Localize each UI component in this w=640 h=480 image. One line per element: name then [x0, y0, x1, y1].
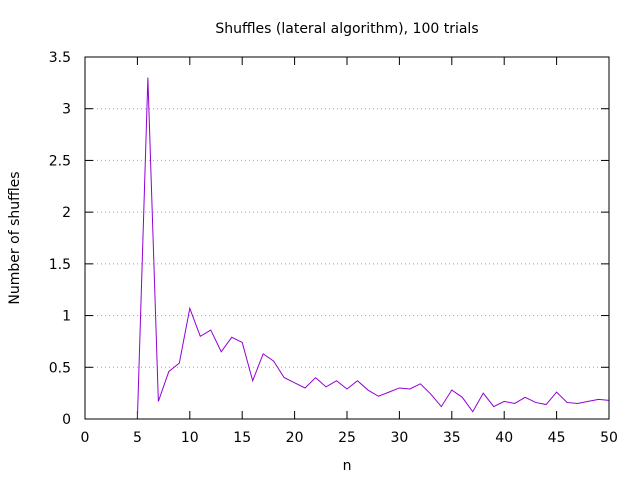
- x-axis-label: n: [343, 458, 352, 474]
- data-point: [294, 382, 295, 383]
- data-point: [493, 406, 494, 407]
- x-tick-label: 50: [600, 430, 618, 446]
- data-point: [346, 388, 347, 389]
- data-point: [441, 406, 442, 407]
- data-point: [420, 383, 421, 384]
- data-point: [231, 337, 232, 338]
- data-point: [378, 396, 379, 397]
- data-point: [566, 402, 567, 403]
- x-tick-label: 20: [286, 430, 304, 446]
- y-tick-label: 0: [62, 412, 71, 428]
- data-point: [252, 380, 253, 381]
- data-point: [273, 360, 274, 361]
- data-point: [336, 380, 337, 381]
- data-point: [242, 342, 243, 343]
- data-point: [357, 380, 358, 381]
- data-point: [388, 392, 389, 393]
- data-point: [462, 397, 463, 398]
- x-tick-label: 25: [338, 430, 356, 446]
- data-point: [200, 336, 201, 337]
- data-point: [399, 387, 400, 388]
- plot-frame: [84, 56, 610, 420]
- data-point: [577, 403, 578, 404]
- data-point: [535, 402, 536, 403]
- data-point: [587, 401, 588, 402]
- x-tick-label: 30: [390, 430, 408, 446]
- x-tick-label: 0: [81, 430, 90, 446]
- data-point: [315, 377, 316, 378]
- x-tick-label: 40: [495, 430, 513, 446]
- y-tick-label: 3: [62, 102, 71, 118]
- axis-ticks: [84, 56, 610, 420]
- y-axis-label: Number of shuffles: [7, 171, 23, 304]
- tick-labels: 0 0.5 1 1.5 2 2.5 3 3.5 0 5 10 15 20 25 30 35 40 45 50: [49, 50, 618, 446]
- data-point: [409, 388, 410, 389]
- data-point: [598, 399, 599, 400]
- data-point: [504, 401, 505, 402]
- x-tick-label: 35: [443, 430, 461, 446]
- data-point: [189, 308, 190, 309]
- data-point: [430, 394, 431, 395]
- data-point: [546, 404, 547, 405]
- data-point: [325, 386, 326, 387]
- data-point: [147, 77, 148, 78]
- data-point: [304, 387, 305, 388]
- data-point: [263, 353, 264, 354]
- data-point: [472, 411, 473, 412]
- data-point: [179, 363, 180, 364]
- data-point: [556, 392, 557, 393]
- data-point: [221, 351, 222, 352]
- data-point: [483, 393, 484, 394]
- y-tick-label: 3.5: [49, 50, 71, 66]
- grid-lines: [85, 108, 609, 368]
- x-tick-label: 15: [233, 430, 251, 446]
- data-point: [367, 389, 368, 390]
- x-tick-label: 10: [181, 430, 199, 446]
- y-tick-label: 1.5: [49, 257, 71, 273]
- y-tick-label: 2: [62, 205, 71, 221]
- y-tick-label: 1: [62, 309, 71, 325]
- data-point: [451, 389, 452, 390]
- data-point: [210, 329, 211, 330]
- data-point: [168, 371, 169, 372]
- chart-title: Shuffles (lateral algorithm), 100 trials: [215, 21, 478, 37]
- series-group: [136, 77, 610, 420]
- series-line: [136, 77, 610, 420]
- y-tick-label: 2.5: [49, 153, 71, 169]
- x-tick-label: 45: [548, 430, 566, 446]
- x-tick-label: 5: [133, 430, 142, 446]
- y-tick-label: 0.5: [49, 360, 71, 376]
- data-point: [284, 377, 285, 378]
- data-point: [158, 401, 159, 402]
- data-point: [525, 397, 526, 398]
- data-point: [514, 403, 515, 404]
